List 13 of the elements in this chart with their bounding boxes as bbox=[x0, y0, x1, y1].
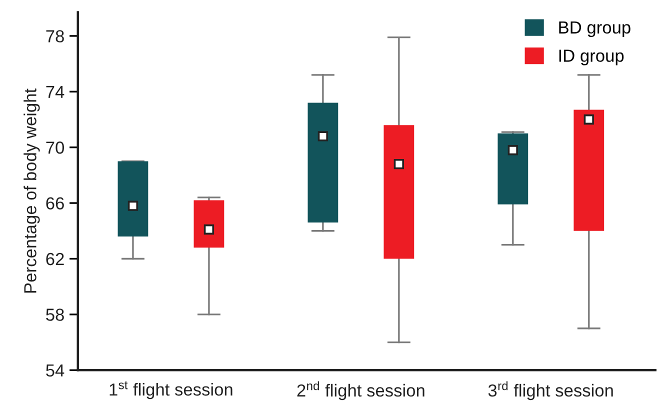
y-tick-label: 70 bbox=[46, 142, 64, 154]
legend-label: BD group bbox=[559, 22, 630, 38]
y-tick-label: 62 bbox=[46, 252, 64, 266]
y-tick-label: 66 bbox=[46, 197, 64, 210]
y-tick-label: 74 bbox=[46, 86, 64, 98]
y-tick-label: 54 bbox=[46, 364, 64, 377]
legend-label: ID group bbox=[559, 50, 624, 66]
x-tick-label: 1$^{st}$ flight session bbox=[110, 381, 232, 400]
x-tick-label: 2$^{nd}$ flight session bbox=[297, 381, 424, 400]
y-axis-title: Percentage of body weight bbox=[24, 88, 40, 293]
y-tick-label: 58 bbox=[46, 308, 64, 321]
y-tick-label: 78 bbox=[46, 30, 64, 42]
x-tick-label: 3$^{rd}$ flight session bbox=[488, 381, 613, 400]
